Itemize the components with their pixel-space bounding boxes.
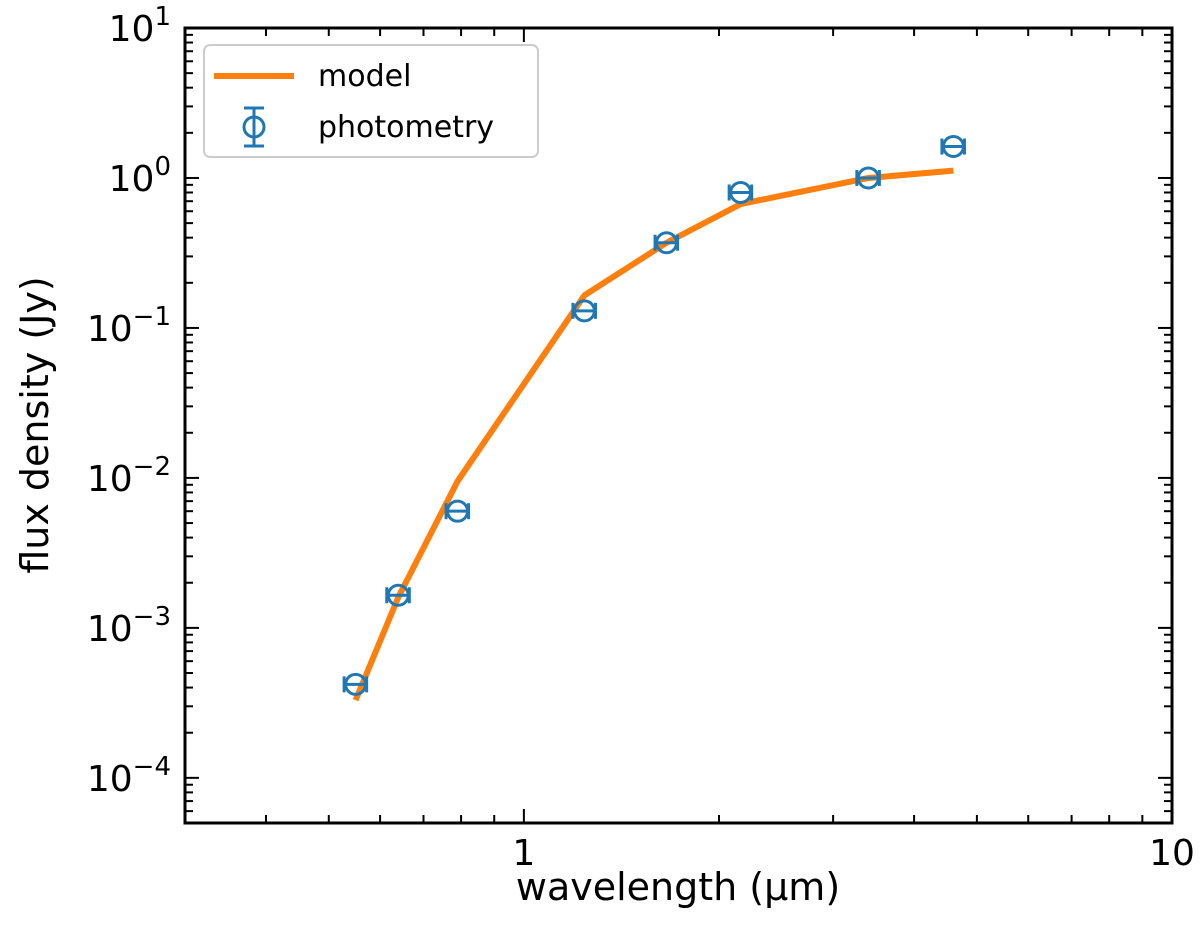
series-layer xyxy=(342,135,966,702)
y-tick-base: 10 xyxy=(87,309,133,350)
photometry-point xyxy=(385,583,411,607)
y-tick-base: 10 xyxy=(109,9,155,50)
x-tick-label: 1 xyxy=(512,833,535,874)
photometry-point xyxy=(940,135,966,159)
legend-photometry-swatch xyxy=(242,106,266,148)
photometry-marker xyxy=(941,135,965,159)
y-tick-label: 10−3 xyxy=(87,602,171,650)
y-tick-label: 101 xyxy=(109,2,171,50)
y-tick-exponent: −2 xyxy=(133,452,171,482)
photometry-marker xyxy=(856,166,880,190)
x-tick-labels: 1 10 xyxy=(512,833,1194,874)
y-tick-exponent: −3 xyxy=(133,602,171,632)
y-tick-exponent: −1 xyxy=(133,302,171,332)
photometry-marker xyxy=(446,499,470,523)
y-tick-base: 10 xyxy=(87,459,133,500)
photometry-point xyxy=(727,181,754,205)
photometry-point xyxy=(444,499,471,523)
legend-model-label: model xyxy=(318,59,411,94)
y-tick-label: 10−2 xyxy=(87,452,171,500)
y-tick-label: 10−1 xyxy=(87,302,171,350)
y-axis-title: flux density (Jy) xyxy=(13,276,57,573)
photometry-point xyxy=(653,231,680,255)
y-tick-label: 100 xyxy=(109,152,171,200)
photometry-marker xyxy=(344,672,368,696)
y-tick-exponent: −4 xyxy=(133,752,171,782)
model-line xyxy=(352,167,954,702)
x-tick-label: 10 xyxy=(1149,833,1195,874)
legend: model photometry xyxy=(203,44,539,158)
x-axis-title: wavelength (μm) xyxy=(516,865,840,909)
legend-photometry-label: photometry xyxy=(318,110,494,145)
photometry-marker xyxy=(572,299,596,323)
photometry-marker xyxy=(729,181,753,205)
y-tick-exponent: 0 xyxy=(154,152,171,182)
photometry-point xyxy=(571,299,597,323)
plot-frame xyxy=(183,26,1174,825)
y-tick-base: 10 xyxy=(109,159,155,200)
photometry-point xyxy=(855,166,881,190)
y-tick-base: 10 xyxy=(87,759,133,800)
photometry-marker xyxy=(386,583,410,607)
y-tick-label: 10−4 xyxy=(87,752,171,800)
y-tick-base: 10 xyxy=(87,609,133,650)
y-tick-exponent: 1 xyxy=(154,2,171,32)
photometry-point xyxy=(342,672,369,696)
photometry-marker xyxy=(655,231,679,255)
